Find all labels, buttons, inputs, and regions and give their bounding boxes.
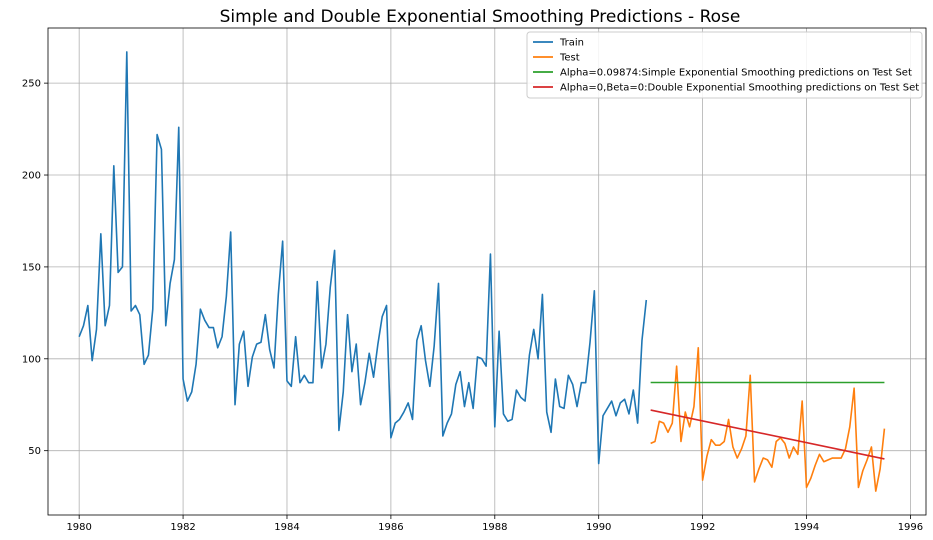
y-tick-label: 100 [22,354,41,365]
x-tick-label: 1994 [794,522,819,533]
chart-title: Simple and Double Exponential Smoothing … [220,7,741,27]
grid [48,28,926,515]
legend-box [526,31,923,99]
legend: Train Test Alpha=0.09874:Simple Exponentia… [526,31,923,99]
y-tick-label: 200 [22,171,41,182]
plot-frame [47,27,927,516]
legend-label: Test [559,53,580,64]
x-tick-label: 1988 [482,522,507,533]
series-group [78,51,886,492]
series-line-1 [650,346,886,492]
series-line-3 [650,409,885,460]
x-tick-label: 1980 [66,522,91,533]
x-tick-label: 1986 [378,522,403,533]
x-tick-label: 1992 [690,522,715,533]
legend-label: Alpha=0.09874:Simple Exponential Smoothi… [560,68,912,79]
legend-label: Alpha=0,Beta=0:Double Exponential Smooth… [560,83,919,94]
series-line-0 [78,51,648,465]
y-tick-label: 250 [22,79,41,90]
x-tick-label: 1984 [274,522,299,533]
y-tick-label: 150 [22,262,41,273]
legend-label: Train [559,38,584,49]
y-tick-label: 50 [28,446,41,457]
x-tick-label: 1982 [170,522,195,533]
x-tick-label: 1996 [898,522,923,533]
x-tick-label: 1990 [586,522,611,533]
axes: 1980 1982 1984 1986 1988 1990 1992 1994 1996 50 10… [22,27,927,533]
